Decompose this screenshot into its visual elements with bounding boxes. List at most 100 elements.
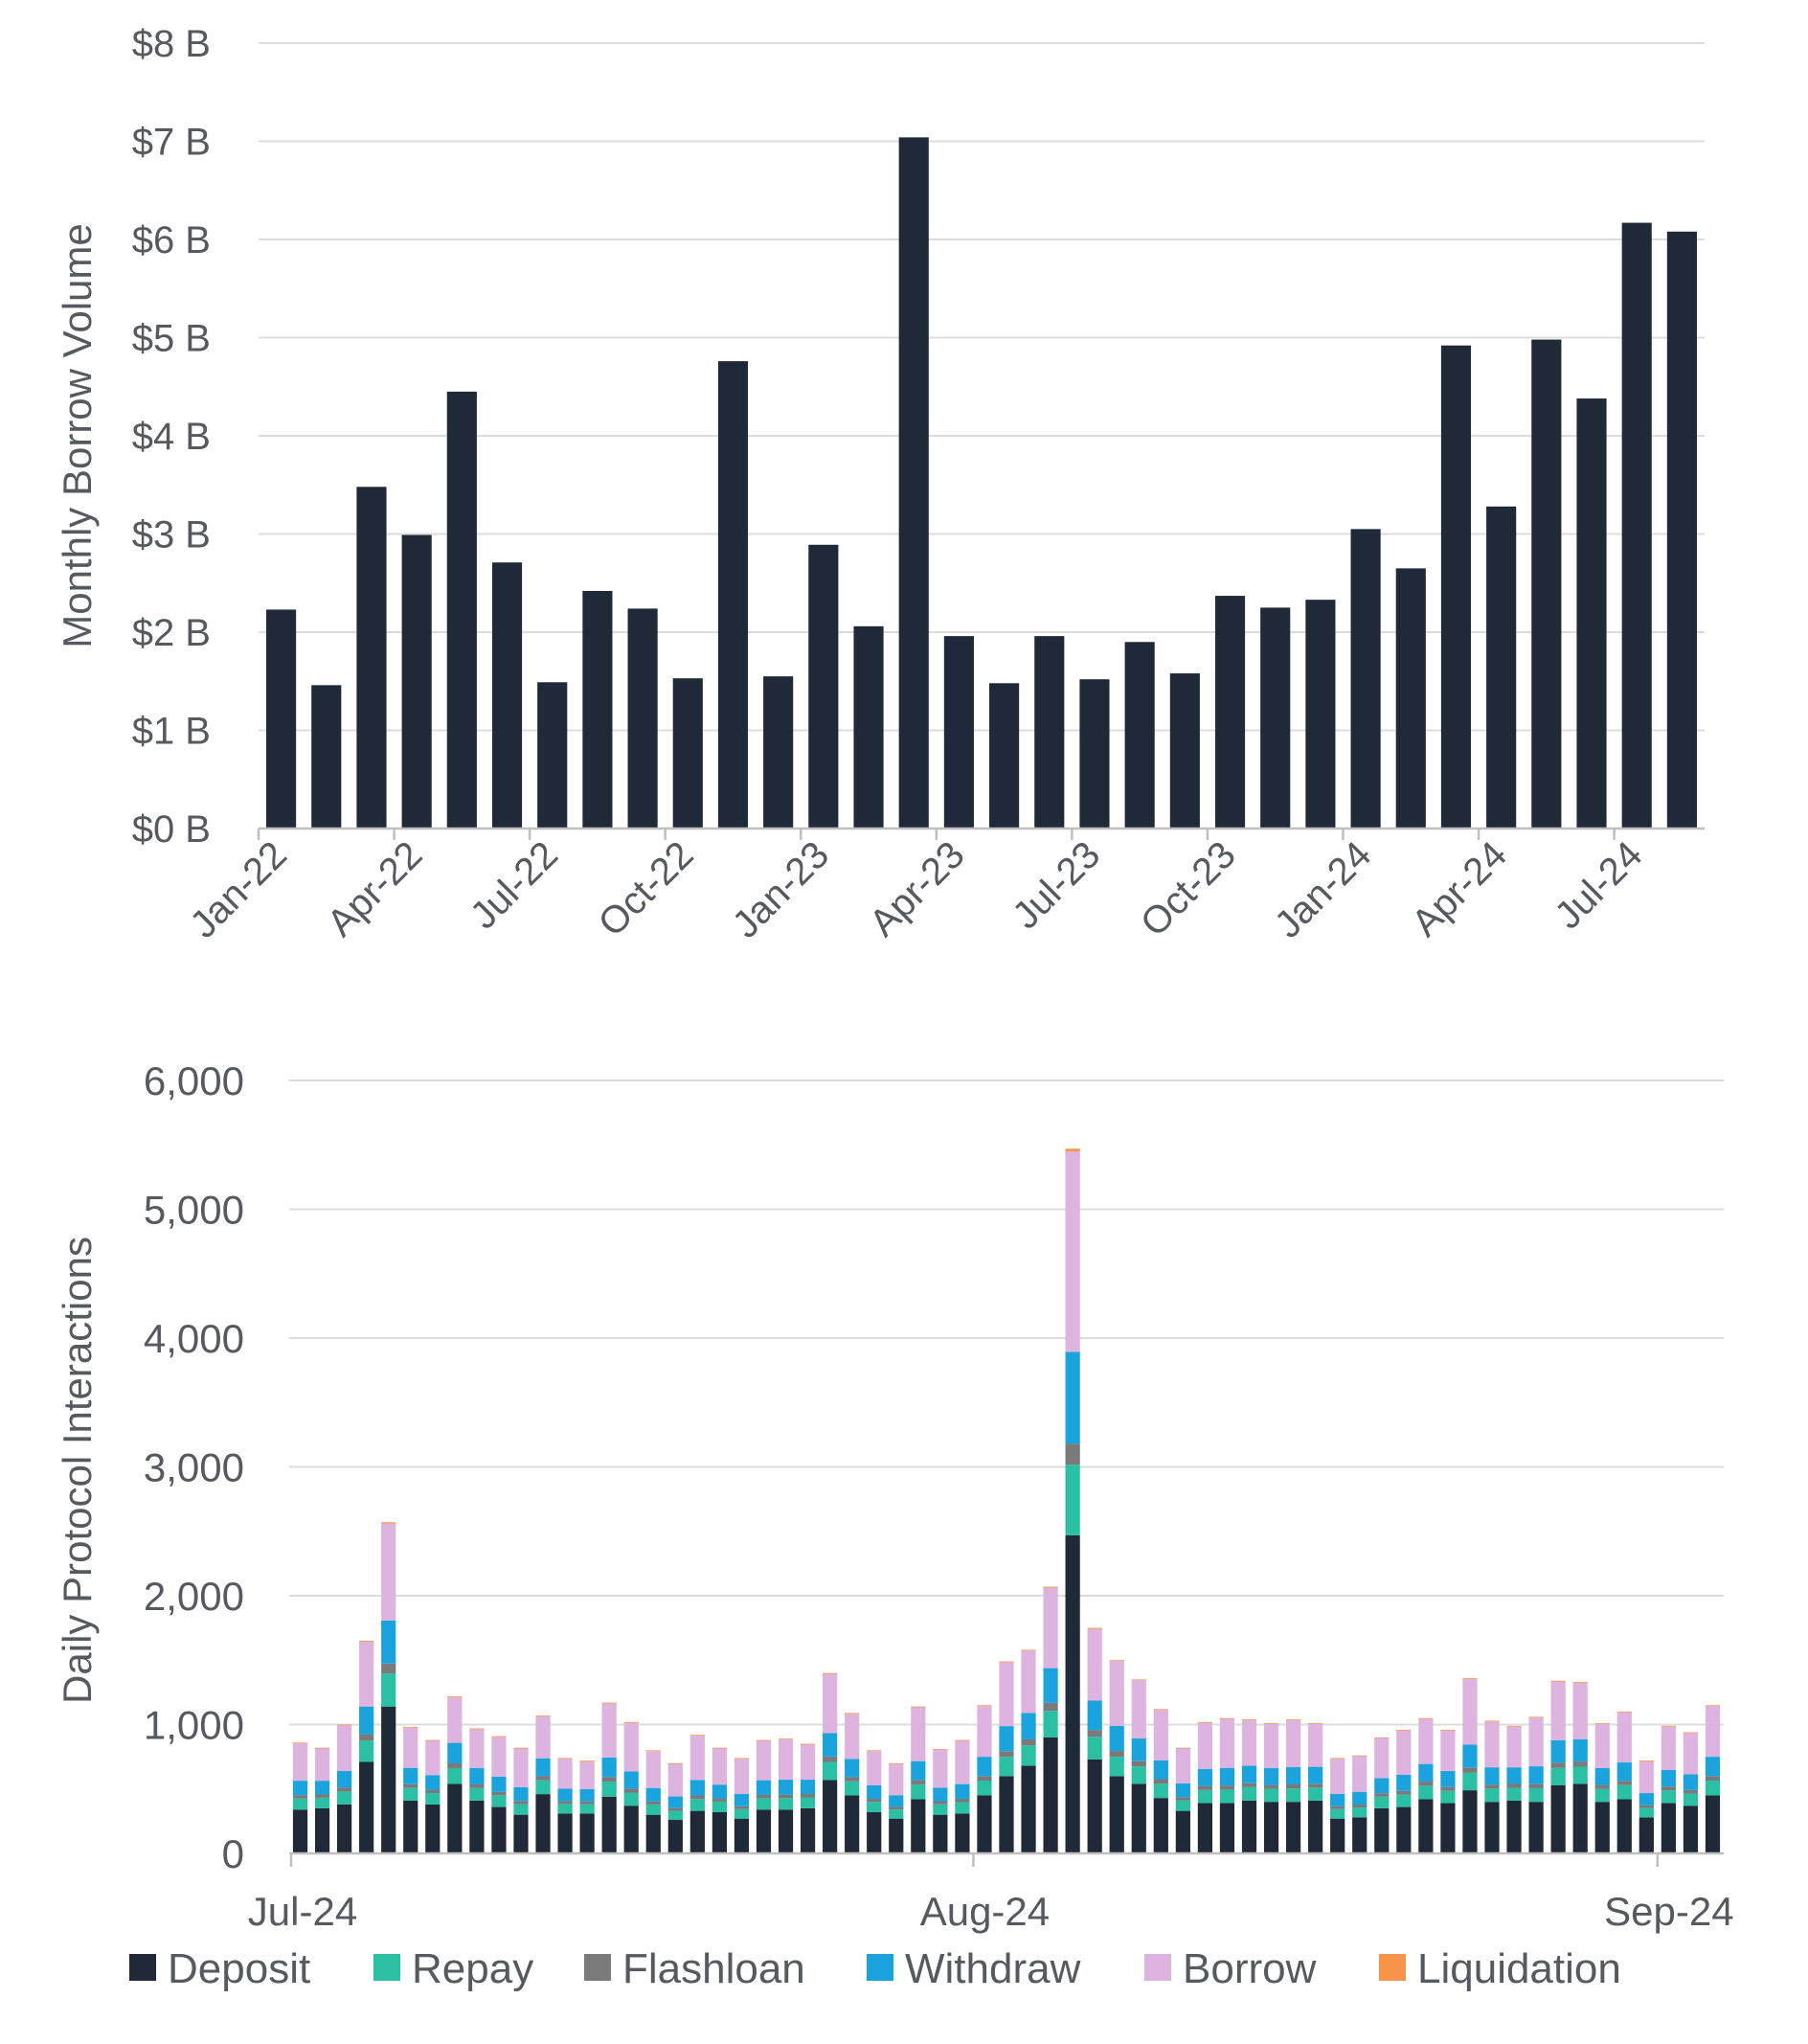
- monthly-borrow-volume-chart: $0 B $1 B $2 B $3 B $4 B $5 B $6 B $7 B $8 B Jan-…: [55, 23, 1705, 946]
- bar-segment-borrow: [933, 1749, 948, 1788]
- bar-segment-flashloan: [1661, 1786, 1676, 1791]
- bar-segment-borrow: [1308, 1723, 1323, 1767]
- bar-segment-flashloan: [1109, 1751, 1124, 1758]
- bar-segment-liquidation: [1352, 1755, 1367, 1757]
- bar-segment-liquidation: [734, 1758, 750, 1760]
- bar-segment-flashloan: [1705, 1776, 1721, 1782]
- bar-segment-repay: [1374, 1796, 1390, 1808]
- bar-segment-withdraw: [1440, 1770, 1456, 1787]
- bar-segment-repay: [292, 1798, 308, 1810]
- bar-segment-repay: [1550, 1767, 1566, 1785]
- bar-segment-withdraw: [1131, 1738, 1146, 1761]
- bar-segment-borrow: [1506, 1726, 1522, 1768]
- bar-segment-repay: [845, 1781, 860, 1796]
- bar-segment-borrow: [1153, 1710, 1168, 1760]
- bar-segment-deposit: [491, 1806, 507, 1853]
- bar-segment-withdraw: [601, 1757, 617, 1778]
- bar-segment-borrow: [535, 1715, 551, 1759]
- bar-segment-borrow: [1616, 1712, 1632, 1763]
- bar-segment-flashloan: [425, 1789, 441, 1794]
- bar-segment-flashloan: [1043, 1702, 1058, 1712]
- bar-segment-borrow: [712, 1748, 728, 1785]
- bar-segment-liquidation: [1219, 1717, 1235, 1719]
- bar-segment-withdraw: [1219, 1767, 1235, 1786]
- bar-segment-repay: [1352, 1807, 1367, 1818]
- legend-label: Withdraw: [905, 1945, 1081, 1992]
- bar-segment-borrow: [601, 1703, 617, 1758]
- x-tick-label: Jan-24: [1267, 833, 1380, 946]
- bar-segment-repay: [778, 1798, 794, 1810]
- bar-segment-withdraw: [977, 1757, 992, 1777]
- bar: [537, 682, 568, 829]
- bar-segment-liquidation: [645, 1750, 661, 1752]
- bar-segment-withdraw: [1572, 1738, 1588, 1762]
- bar-segment-withdraw: [645, 1787, 661, 1802]
- bar-segment-flashloan: [1285, 1784, 1301, 1789]
- bar-segment-liquidation: [667, 1762, 683, 1764]
- bar-segment-borrow: [1241, 1719, 1257, 1766]
- bar-segment-deposit: [1043, 1737, 1058, 1853]
- bar-segment-deposit: [1705, 1795, 1721, 1853]
- bar-segment-flashloan: [1021, 1738, 1036, 1746]
- y-tick-label: $8 B: [132, 23, 211, 65]
- x-tick-label: Jan-23: [725, 833, 838, 946]
- bar-segment-withdraw: [359, 1706, 374, 1735]
- bar-segment-withdraw: [447, 1742, 463, 1763]
- bar-segment-borrow: [292, 1743, 308, 1782]
- bar: [1395, 568, 1426, 829]
- bar-segment-withdraw: [933, 1787, 948, 1802]
- bar-segment-repay: [1330, 1808, 1345, 1819]
- x-tick-label: Apr-22: [320, 833, 431, 944]
- bar: [1666, 231, 1697, 829]
- bar-segment-liquidation: [712, 1747, 728, 1749]
- bar-segment-flashloan: [579, 1801, 595, 1805]
- legend-label: Liquidation: [1417, 1945, 1621, 1992]
- bar-segment-withdraw: [667, 1796, 683, 1808]
- bar-segment-borrow: [1418, 1718, 1434, 1764]
- bar-segment-withdraw: [1285, 1766, 1301, 1785]
- bar-segment-flashloan: [557, 1801, 573, 1805]
- bar-segment-repay: [689, 1799, 705, 1811]
- x-tick-label: Jul-22: [463, 833, 566, 937]
- bar-segment-deposit: [933, 1814, 948, 1853]
- bar-segment-withdraw: [1396, 1774, 1412, 1791]
- bar-segment-borrow: [1528, 1717, 1544, 1767]
- bar-segment-borrow: [579, 1760, 595, 1790]
- bar-segment-deposit: [292, 1809, 308, 1853]
- bar-segment-withdraw: [689, 1780, 705, 1796]
- bar-segment-flashloan: [689, 1795, 705, 1800]
- bar-segment-withdraw: [999, 1726, 1014, 1752]
- bar-segment-withdraw: [1616, 1762, 1632, 1782]
- bar-segment-repay: [823, 1761, 838, 1781]
- bar-segment-borrow: [1043, 1587, 1058, 1669]
- bar-segment-withdraw: [1352, 1791, 1367, 1806]
- bar-segment-borrow: [1087, 1628, 1102, 1701]
- bar-segment-repay: [623, 1792, 639, 1806]
- bar-segment-deposit: [645, 1814, 661, 1853]
- bar-segment-deposit: [359, 1761, 374, 1853]
- bar-segment-deposit: [1197, 1803, 1213, 1853]
- bar-segment-liquidation: [823, 1672, 838, 1674]
- y-tick-label: $0 B: [132, 808, 211, 851]
- bar-segment-borrow: [1285, 1719, 1301, 1767]
- bar-segment-liquidation: [1462, 1678, 1478, 1679]
- bar: [1350, 529, 1381, 829]
- bar-segment-deposit: [889, 1818, 904, 1853]
- bar-segment-flashloan: [1374, 1793, 1390, 1797]
- bar-segment-deposit: [1418, 1799, 1434, 1853]
- bar-segment-deposit: [1263, 1802, 1279, 1853]
- bar-segment-liquidation: [1661, 1725, 1676, 1727]
- bar-segment-flashloan: [469, 1783, 485, 1788]
- bar-segment-flashloan: [1263, 1784, 1279, 1789]
- bar: [311, 685, 342, 829]
- bar-segment-deposit: [1021, 1765, 1036, 1853]
- bar-segment-borrow: [425, 1740, 441, 1776]
- bar-segment-borrow: [1374, 1737, 1390, 1779]
- bar-segment-deposit: [1594, 1802, 1610, 1853]
- bar: [1531, 339, 1562, 829]
- bar: [989, 683, 1020, 829]
- bar-segment-deposit: [403, 1800, 418, 1853]
- bar-segment-repay: [1484, 1788, 1500, 1803]
- bar-segment-flashloan: [1462, 1767, 1478, 1773]
- bar-segment-borrow: [999, 1662, 1014, 1727]
